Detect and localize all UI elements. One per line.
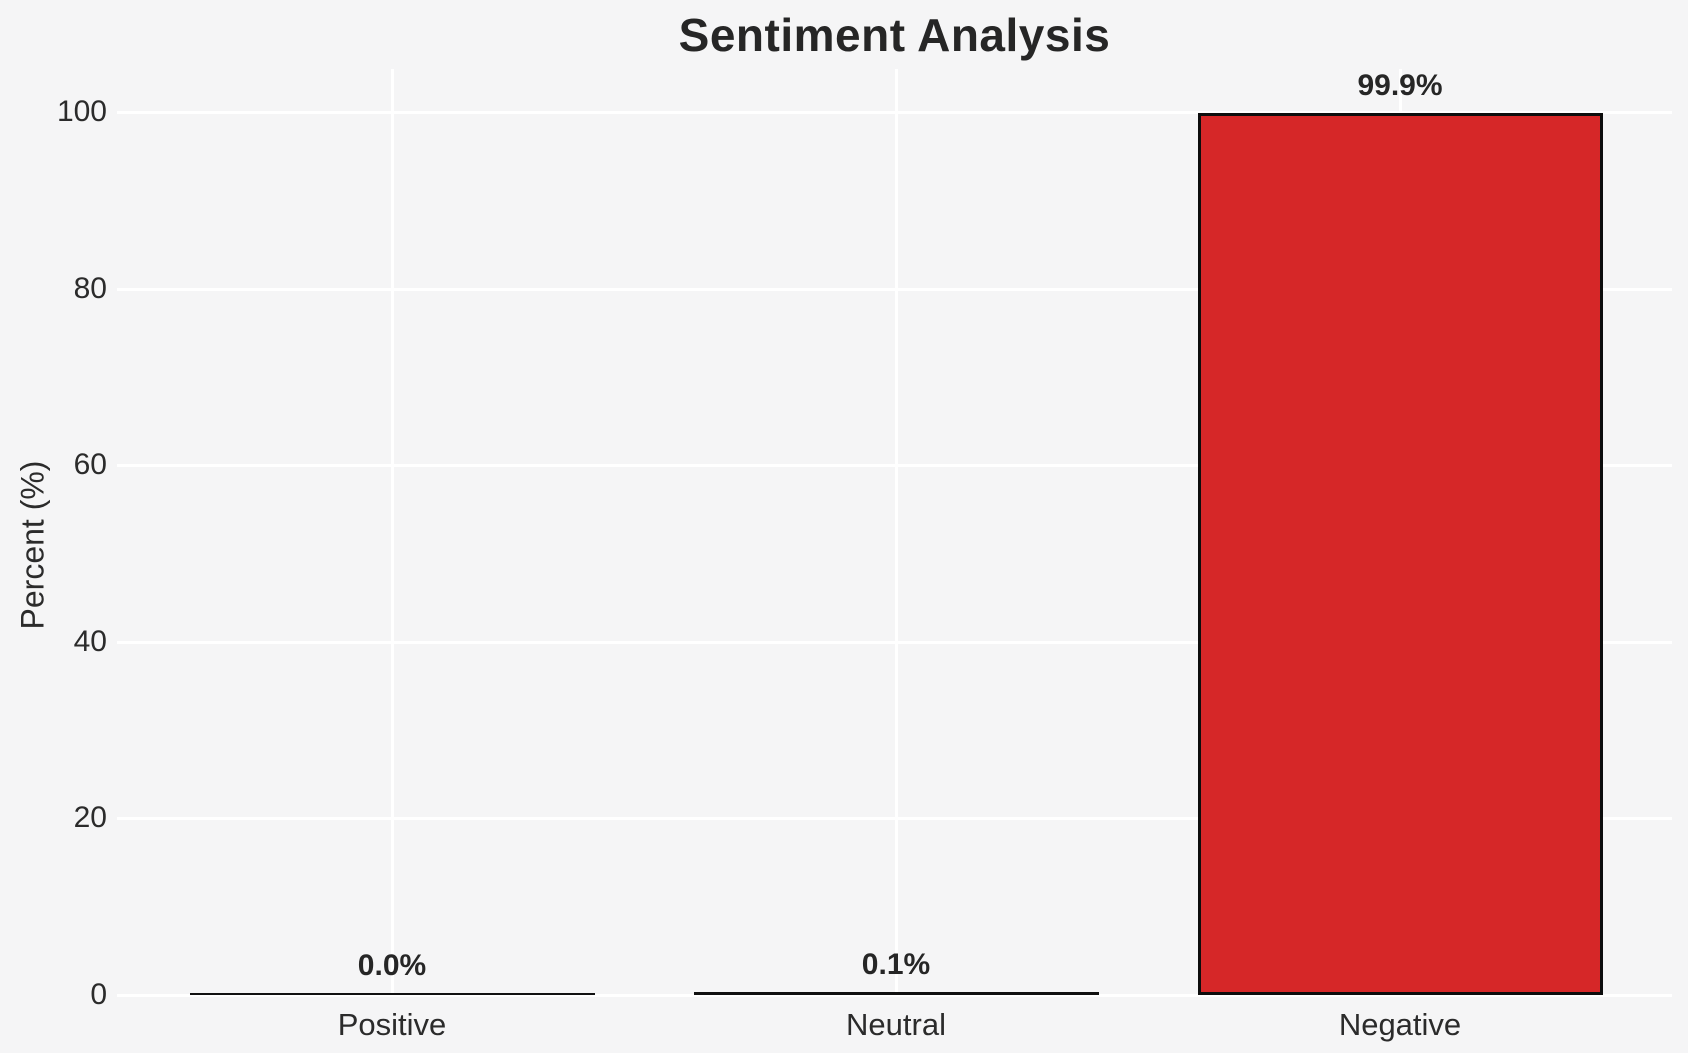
bar-value-label-neutral: 0.1% [861,948,931,981]
y-tick-label: 40 [73,625,107,658]
bar-value-label-positive: 0.0% [357,949,427,982]
h-gridline-0 [117,994,1672,997]
y-tick-label: 80 [73,272,107,305]
v-gridline-neutral [895,69,898,995]
h-gridline-40 [117,641,1672,644]
bar-positive [189,993,595,995]
bar-negative [1197,113,1603,995]
bar-value-label-negative: 99.9% [1357,69,1443,102]
bar-neutral [693,992,1099,995]
h-gridline-60 [117,464,1672,467]
y-tick-label: 0 [90,978,107,1011]
x-tick-label-positive: Positive [337,1007,447,1042]
chart-title: Sentiment Analysis [678,9,1111,61]
h-gridline-80 [117,288,1672,291]
h-gridline-100 [117,111,1672,114]
y-tick-label: 20 [73,801,107,834]
y-tick-label: 100 [56,95,107,128]
y-axis-label: Percent (%) [14,460,51,630]
x-tick-label-neutral: Neutral [846,1007,946,1042]
y-tick-label: 60 [73,448,107,481]
x-tick-label-negative: Negative [1338,1007,1462,1042]
v-gridline-positive [391,69,394,995]
h-gridline-20 [117,817,1672,820]
